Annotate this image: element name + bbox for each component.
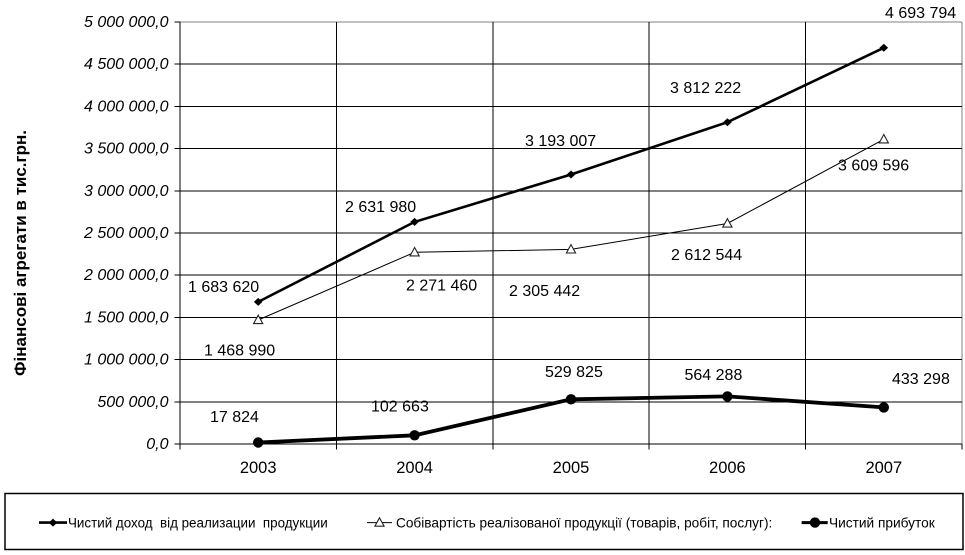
- svg-text:2006: 2006: [709, 459, 746, 477]
- svg-text:2 000 000,0: 2 000 000,0: [83, 267, 169, 284]
- svg-text:17 824: 17 824: [210, 409, 259, 426]
- svg-text:500 000,0: 500 000,0: [97, 394, 168, 411]
- svg-text:3 500 000,0: 3 500 000,0: [84, 141, 169, 158]
- svg-text:Чистий прибуток: Чистий прибуток: [829, 516, 936, 531]
- svg-text:2007: 2007: [865, 459, 902, 477]
- svg-text:2 500 000,0: 2 500 000,0: [83, 225, 169, 242]
- svg-text:5 000 000,0: 5 000 000,0: [84, 14, 169, 31]
- svg-text:4 500 000,0: 4 500 000,0: [84, 56, 169, 73]
- svg-text:4 000 000,0: 4 000 000,0: [84, 98, 169, 115]
- svg-text:3 193 007: 3 193 007: [525, 133, 596, 150]
- svg-text:2 631 980: 2 631 980: [345, 199, 416, 216]
- svg-text:433 298: 433 298: [892, 371, 950, 388]
- svg-text:2 271 460: 2 271 460: [406, 278, 477, 295]
- svg-text:1 683 620: 1 683 620: [188, 279, 259, 296]
- svg-text:2003: 2003: [240, 459, 277, 477]
- svg-text:3 000 000,0: 3 000 000,0: [84, 183, 169, 200]
- svg-text:Собівартість реалізованої прод: Собівартість реалізованої продукції (тов…: [396, 516, 772, 531]
- svg-text:2 612 544: 2 612 544: [671, 247, 742, 264]
- svg-text:2005: 2005: [553, 459, 590, 477]
- svg-text:4 693 794: 4 693 794: [885, 5, 956, 22]
- svg-text:1 468 990: 1 468 990: [204, 343, 275, 360]
- svg-text:0,0: 0,0: [146, 436, 168, 453]
- svg-text:1 500 000,0: 1 500 000,0: [84, 309, 169, 326]
- svg-text:2 305 442: 2 305 442: [509, 283, 580, 300]
- svg-text:3 812 222: 3 812 222: [670, 80, 741, 97]
- svg-text:Фінансові агрегати в тис.грн.: Фінансові агрегати в тис.грн.: [11, 130, 30, 376]
- svg-text:3 609 596: 3 609 596: [838, 157, 909, 174]
- svg-text:1 000 000,0: 1 000 000,0: [84, 352, 169, 369]
- svg-text:529 825: 529 825: [545, 364, 603, 381]
- svg-text:564 288: 564 288: [685, 367, 743, 384]
- svg-text:102 663: 102 663: [371, 398, 429, 415]
- svg-text:Чистий доход від реализации: Чистий доход від реализации продукции: [68, 516, 328, 531]
- svg-text:2004: 2004: [396, 459, 433, 477]
